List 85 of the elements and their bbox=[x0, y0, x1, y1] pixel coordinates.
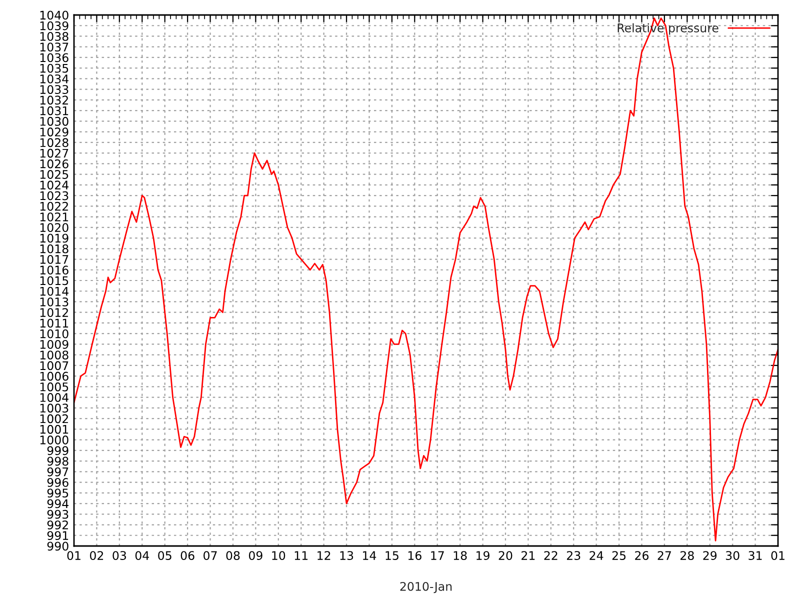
y-tick-label: 1013 bbox=[40, 297, 68, 306]
y-tick-label: 1036 bbox=[40, 53, 68, 62]
x-tick-label: 24 bbox=[590, 551, 604, 560]
y-tick-label: 1037 bbox=[40, 42, 68, 52]
x-tick-label: 11 bbox=[294, 551, 308, 560]
line-series bbox=[74, 17, 778, 542]
x-axis-title: 2010-Jan bbox=[400, 582, 452, 594]
x-tick-label: 09 bbox=[248, 551, 262, 560]
y-tick-label: 1029 bbox=[40, 128, 68, 136]
y-tick-label: 995 bbox=[47, 488, 68, 498]
x-tick-label: 25 bbox=[612, 551, 626, 560]
x-tick-label: 14 bbox=[363, 551, 376, 560]
x-tick-label: 29 bbox=[703, 551, 717, 560]
y-tick-label: 1023 bbox=[40, 191, 68, 200]
y-tick-label: 1006 bbox=[40, 372, 68, 381]
x-tick-label: 01 bbox=[67, 551, 80, 560]
y-tick-label: 1009 bbox=[40, 340, 68, 349]
x-tick-label: 28 bbox=[680, 551, 694, 560]
y-tick-label: 1022 bbox=[40, 202, 68, 211]
x-tick-label: 10 bbox=[272, 551, 286, 560]
y-tick-label: 1005 bbox=[40, 382, 68, 392]
y-tick-label: 1003 bbox=[40, 404, 68, 413]
y-tick-label: 1040 bbox=[40, 10, 68, 20]
y-tick-label: 1021 bbox=[40, 212, 68, 222]
y-tick-label: 1004 bbox=[40, 393, 68, 402]
y-tick-label: 1008 bbox=[40, 350, 68, 360]
y-tick-label: 1033 bbox=[40, 85, 68, 94]
x-tick-label: 06 bbox=[180, 551, 194, 560]
y-tick-label: 1014 bbox=[40, 286, 68, 296]
y-tick-label: 1002 bbox=[40, 414, 68, 424]
y-tick-label: 1035 bbox=[40, 64, 68, 73]
y-tick-label: 1012 bbox=[40, 308, 68, 318]
y-tick-label: 1031 bbox=[40, 106, 68, 116]
y-tick-label: 1039 bbox=[40, 21, 68, 30]
x-tick-label: 18 bbox=[454, 551, 467, 560]
y-tick-label: 1027 bbox=[40, 148, 68, 158]
y-tick-label: 991 bbox=[47, 531, 68, 540]
y-tick-label: 998 bbox=[47, 456, 68, 466]
x-tick-label: 19 bbox=[476, 551, 490, 560]
x-tick-label: 20 bbox=[498, 551, 512, 560]
y-tick-label: 997 bbox=[47, 467, 68, 476]
y-tick-label: 1026 bbox=[40, 159, 68, 168]
x-tick-label: 01 bbox=[771, 551, 784, 560]
y-tick-label: 1016 bbox=[40, 266, 68, 275]
x-tick-label: 15 bbox=[386, 551, 398, 560]
x-tick-label: 02 bbox=[90, 551, 104, 560]
y-tick-label: 1020 bbox=[40, 223, 68, 232]
x-tick-label: 05 bbox=[158, 551, 172, 560]
x-tick-label: 16 bbox=[408, 551, 422, 560]
y-tick-label: 1032 bbox=[40, 96, 68, 105]
y-tick-label: 1017 bbox=[40, 254, 68, 264]
x-tick-label: 26 bbox=[635, 551, 649, 560]
y-tick-label: 990 bbox=[47, 542, 68, 551]
y-tick-label: 992 bbox=[47, 520, 68, 530]
y-tick-label: 1011 bbox=[40, 318, 68, 328]
x-tick-label: 30 bbox=[726, 551, 740, 560]
y-tick-label: 994 bbox=[47, 499, 68, 508]
y-tick-label: 993 bbox=[47, 510, 68, 519]
x-tick-label: 08 bbox=[226, 551, 240, 560]
x-tick-label: 17 bbox=[431, 551, 444, 560]
y-tick-label: 1028 bbox=[40, 138, 68, 148]
x-tick-label: 07 bbox=[204, 551, 217, 560]
y-tick-label: 1000 bbox=[40, 436, 68, 444]
x-tick-label: 31 bbox=[748, 551, 762, 560]
y-tick-label: 1015 bbox=[40, 276, 68, 286]
y-tick-label: 1025 bbox=[40, 170, 68, 179]
y-tick-label: 1001 bbox=[40, 424, 68, 434]
x-tick-label: 21 bbox=[522, 551, 535, 560]
x-tick-label: 12 bbox=[318, 551, 330, 560]
x-tick-label: 27 bbox=[658, 551, 671, 560]
y-tick-label: 1034 bbox=[40, 74, 68, 84]
y-tick-label: 1024 bbox=[40, 180, 68, 190]
y-tick-label: 1018 bbox=[40, 244, 68, 254]
y-tick-label: 996 bbox=[47, 478, 68, 487]
y-tick-label: 1019 bbox=[40, 234, 68, 243]
x-tick-label: 23 bbox=[566, 551, 580, 560]
x-tick-label: 03 bbox=[112, 551, 126, 560]
y-tick-label: 1010 bbox=[40, 329, 68, 338]
y-tick-label: 999 bbox=[47, 446, 68, 456]
y-tick-label: 1038 bbox=[40, 32, 68, 41]
x-tick-label: 04 bbox=[135, 551, 149, 560]
x-tick-label: 22 bbox=[544, 551, 558, 560]
y-tick-label: 1030 bbox=[40, 116, 68, 126]
y-tick-label: 1007 bbox=[40, 361, 68, 370]
x-tick-label: 13 bbox=[340, 551, 354, 560]
